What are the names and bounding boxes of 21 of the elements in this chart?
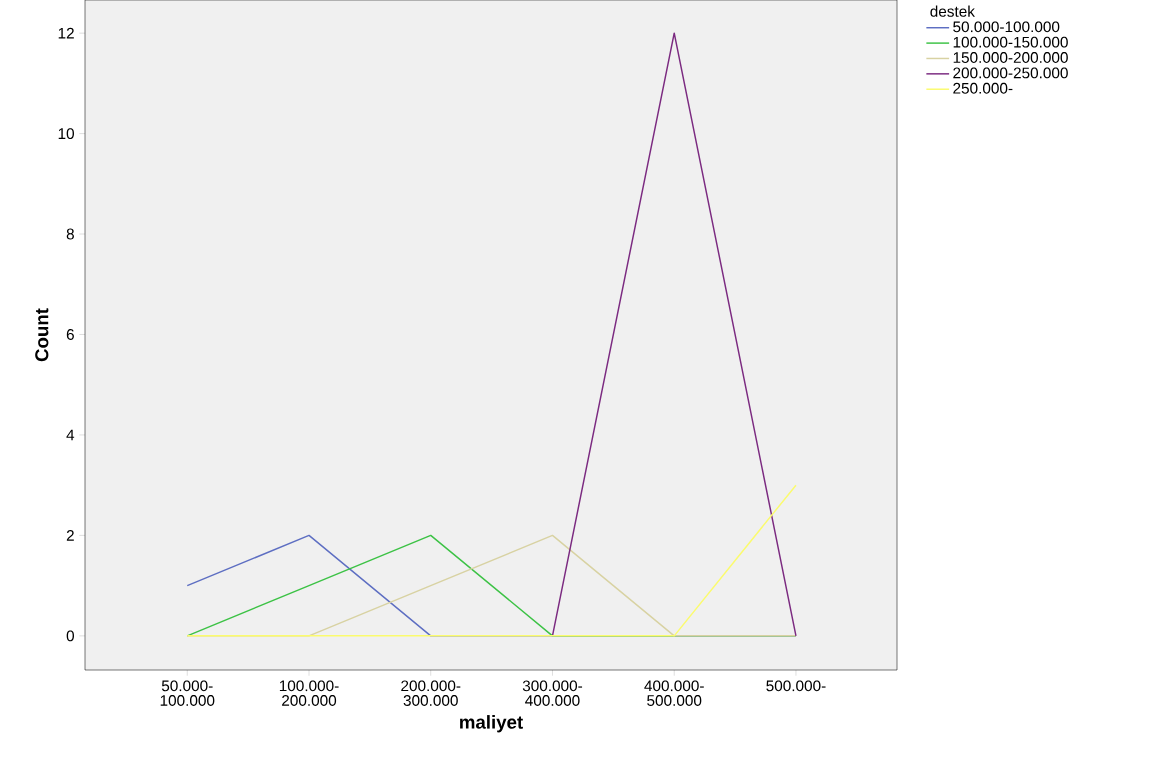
legend-label: 100.000-150.000 — [953, 36, 1068, 48]
x-tick-label: 300.000-400.000 — [522, 680, 583, 706]
x-axis-title: maliyet — [460, 715, 523, 733]
legend-label: 150.000-200.000 — [953, 52, 1068, 63]
y-tick-label: 4 — [66, 429, 75, 441]
x-tick-label: 400.000-500.000 — [644, 680, 704, 706]
legend-title: destek — [930, 5, 975, 17]
x-tick-label: 500.000- — [766, 680, 826, 692]
y-axis-title: Count — [35, 308, 49, 362]
y-tick-label: 2 — [66, 530, 74, 541]
y-tick-label: 12 — [58, 27, 74, 39]
x-tick-label: 50.000-100.000 — [160, 680, 215, 706]
y-tick-label: 8 — [66, 228, 74, 240]
y-tick-label: 10 — [58, 128, 74, 140]
y-tick-label: 0 — [66, 630, 74, 642]
x-tick-label: 100.000-200.000 — [279, 680, 339, 706]
legend-label: 50.000-100.000 — [953, 21, 1060, 33]
y-tick-label: 6 — [66, 329, 74, 340]
legend-label: 250.000- — [953, 82, 1013, 94]
x-tick-label: 200.000-300.000 — [401, 680, 461, 706]
legend-label: 200.000-250.000 — [953, 67, 1068, 79]
